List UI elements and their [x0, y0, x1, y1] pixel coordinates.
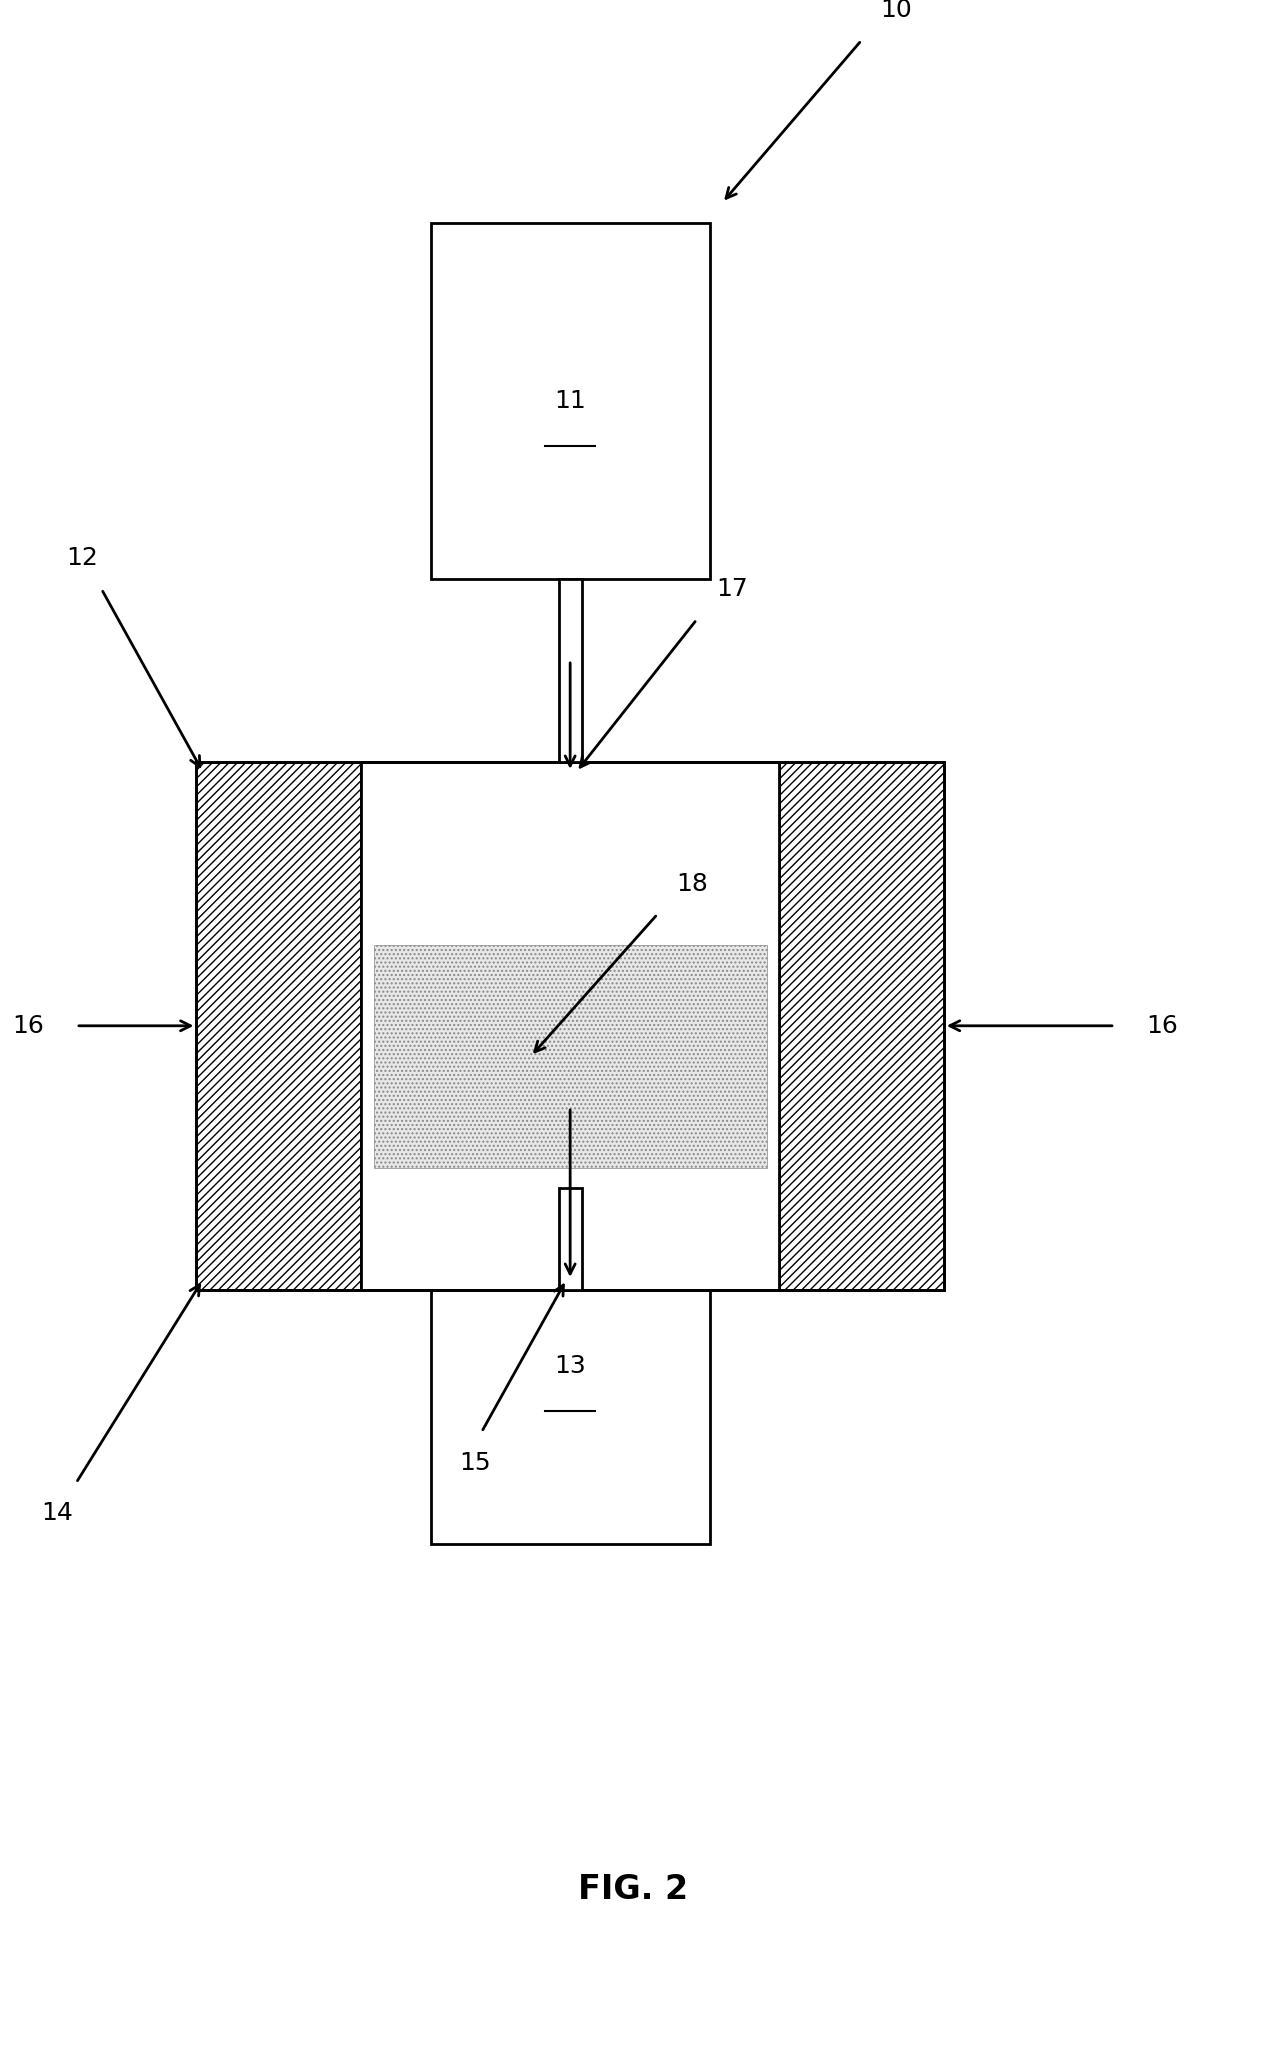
Text: 14: 14	[41, 1502, 73, 1525]
Text: 16: 16	[13, 1014, 44, 1038]
Text: 11: 11	[554, 390, 587, 412]
Text: FIG. 2: FIG. 2	[579, 1873, 688, 1906]
Text: 13: 13	[554, 1354, 587, 1379]
Bar	[374, 944, 767, 1168]
Text: 18: 18	[677, 872, 708, 895]
Bar	[431, 1188, 710, 1543]
Text: 17: 17	[716, 577, 748, 601]
Bar	[559, 579, 582, 761]
Text: 10: 10	[881, 0, 912, 23]
Bar	[196, 761, 944, 1291]
Text: 15: 15	[460, 1451, 490, 1475]
Bar	[361, 761, 779, 1291]
Text: 16: 16	[1147, 1014, 1178, 1038]
Text: 12: 12	[66, 546, 99, 570]
Bar	[196, 761, 361, 1291]
Bar	[559, 1188, 582, 1291]
Bar	[431, 224, 710, 579]
Bar	[779, 761, 944, 1291]
